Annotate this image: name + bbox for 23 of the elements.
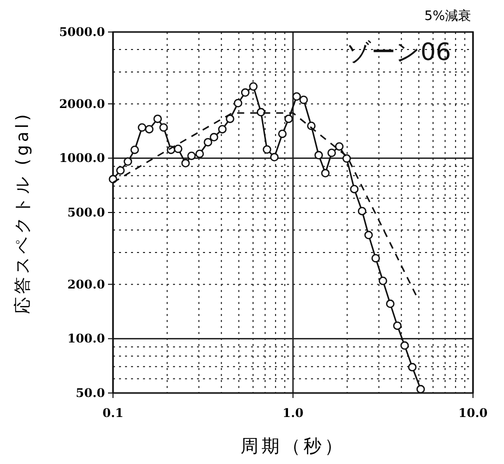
point xyxy=(408,362,417,372)
chart-title: 5%減衰 xyxy=(424,8,471,24)
y-tick-label: 500.0 xyxy=(67,206,105,220)
point xyxy=(234,98,242,108)
x-axis-title: 周期（秒） xyxy=(240,436,346,457)
point xyxy=(386,300,395,308)
x-tick-label: 0.1 xyxy=(102,406,124,420)
x-tick-label: 1.0 xyxy=(282,406,304,420)
point xyxy=(416,384,425,394)
x-tick-label: 10.0 xyxy=(458,406,488,420)
y-tick-label: 5000.0 xyxy=(59,25,105,39)
y-tick-label: 1000.0 xyxy=(59,151,105,166)
point xyxy=(299,96,308,104)
annotation: ゾーン06 xyxy=(346,38,451,66)
point xyxy=(400,341,409,350)
y-tick-label: 50.0 xyxy=(76,386,105,400)
y-tick-label: 2000.0 xyxy=(59,96,105,111)
point xyxy=(292,92,301,101)
point xyxy=(393,321,402,330)
point xyxy=(241,88,250,97)
y-tick-label: 200.0 xyxy=(67,277,105,292)
y-axis-title: 応答スペクトル (gal) xyxy=(13,111,33,314)
y-tick-label: 100.0 xyxy=(67,332,105,346)
